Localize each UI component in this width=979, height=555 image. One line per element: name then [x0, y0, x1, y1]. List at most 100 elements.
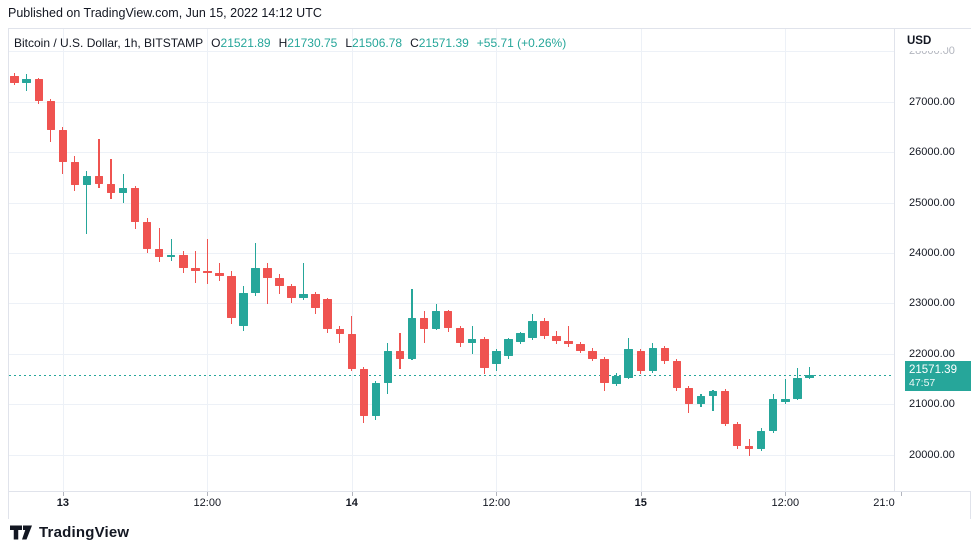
- gridline-v: [62, 29, 64, 491]
- time-axis-label: 14: [345, 497, 358, 509]
- candle-wick: [170, 238, 172, 262]
- gridline-h: [9, 303, 894, 305]
- candle-body: [215, 273, 224, 277]
- candle-wick: [266, 263, 269, 304]
- gridline-h: [9, 51, 894, 53]
- time-axis[interactable]: 13 12:00 14 12:00 15 12:00 21:0: [9, 491, 970, 519]
- candle-body: [467, 339, 477, 344]
- candle-body: [118, 187, 128, 194]
- candle-wick: [339, 326, 341, 344]
- time-axis-label: 12:00: [482, 497, 511, 509]
- candle-body: [227, 276, 236, 318]
- candle-body: [46, 101, 56, 131]
- candle-body: [516, 333, 525, 343]
- time-axis-tick: [496, 492, 498, 496]
- last-price-badge: 21571.39 47:57: [905, 360, 971, 391]
- candle-body: [22, 79, 31, 83]
- gridline-v: [351, 29, 353, 491]
- gridline-h: [9, 454, 894, 456]
- candle-body: [732, 423, 742, 446]
- price-axis[interactable]: USD 21571.39 47:57 28000.00 27000.00 26000…: [894, 29, 971, 491]
- candle-body: [179, 254, 188, 268]
- candle-body: [540, 320, 549, 336]
- candle-body: [744, 445, 754, 449]
- candle-body: [191, 268, 200, 271]
- candle-body: [768, 399, 778, 431]
- candle-body: [781, 398, 790, 403]
- candle-body: [660, 348, 670, 361]
- candle-body: [455, 328, 465, 344]
- chart-legend[interactable]: Bitcoin / U.S. Dollar, 1h, BITSTAMP O215…: [14, 36, 566, 50]
- price-axis-label: 26000.00: [909, 146, 955, 159]
- candle-body: [166, 254, 176, 258]
- tradingview-logo-icon: [10, 525, 32, 540]
- candle-body: [564, 341, 573, 345]
- time-axis-label: 21:0: [873, 497, 895, 509]
- ohlc-low: L21506.78: [345, 36, 403, 50]
- candle-body: [58, 130, 68, 163]
- candle-body: [10, 76, 19, 83]
- candle-body: [311, 293, 320, 308]
- candle-body: [154, 248, 164, 258]
- candle-body: [287, 286, 296, 298]
- candle-wick: [158, 227, 160, 262]
- candle-body: [624, 349, 633, 378]
- bar-countdown: 47:57: [909, 376, 936, 389]
- candle-body: [576, 344, 585, 351]
- candle-body: [696, 396, 706, 405]
- gridline-h: [9, 252, 894, 254]
- candle-body: [612, 375, 621, 384]
- candle-body: [335, 329, 345, 334]
- time-axis-tick: [785, 492, 787, 496]
- time-axis-label: 13: [56, 497, 70, 509]
- time-axis-tick: [901, 492, 902, 496]
- price-axis-label: 27000.00: [909, 95, 955, 108]
- price-axis-label: 24000.00: [909, 246, 955, 259]
- candle-body: [383, 350, 393, 383]
- gridline-h: [9, 353, 894, 355]
- candle-body: [756, 430, 766, 449]
- currency-toggle[interactable]: USD: [907, 33, 947, 51]
- candle-wick: [218, 263, 220, 282]
- candle-wick: [303, 263, 305, 301]
- gridline-h: [9, 152, 894, 154]
- candle-body: [82, 175, 92, 186]
- tradingview-logo-text: TradingView: [39, 524, 130, 541]
- candle-body: [106, 183, 116, 194]
- last-price-value: 21571.39: [909, 363, 957, 376]
- candle-wick: [110, 158, 112, 200]
- last-price-line: [9, 375, 894, 376]
- candle-body: [263, 268, 272, 278]
- price-axis-label: 23000.00: [909, 297, 955, 310]
- plot-area[interactable]: [9, 29, 894, 491]
- ohlc-open: O21521.89: [211, 36, 271, 50]
- time-axis-label: 12:00: [771, 497, 800, 509]
- candle-body: [443, 310, 453, 328]
- candle-body: [504, 339, 513, 357]
- ohlc-high: H21730.75: [278, 36, 338, 50]
- candle-body: [805, 375, 814, 378]
- time-axis-tick: [207, 492, 209, 496]
- candle-body: [239, 292, 248, 326]
- candle-wick: [712, 389, 714, 412]
- candle-body: [636, 350, 646, 371]
- candle-body: [528, 320, 537, 338]
- time-axis-label: 15: [634, 497, 647, 509]
- candle-body: [720, 391, 730, 424]
- time-axis-tick: [640, 492, 642, 496]
- price-axis-label: 21000.00: [909, 398, 955, 411]
- candle-body: [492, 350, 501, 364]
- candle-body: [480, 339, 489, 368]
- candle-wick: [194, 251, 196, 284]
- candle-body: [552, 336, 561, 342]
- candle-body: [130, 187, 140, 222]
- candle-body: [600, 358, 609, 383]
- tradingview-logo[interactable]: TradingView: [10, 524, 129, 541]
- candle-body: [419, 317, 429, 329]
- published-caption: Published on TradingView.com, Jun 15, 20…: [8, 6, 322, 20]
- candle-body: [70, 162, 80, 186]
- candle-body: [203, 271, 212, 273]
- gridline-v: [785, 29, 787, 491]
- price-change: +55.71 (+0.26%): [476, 36, 567, 50]
- candle-body: [34, 79, 44, 102]
